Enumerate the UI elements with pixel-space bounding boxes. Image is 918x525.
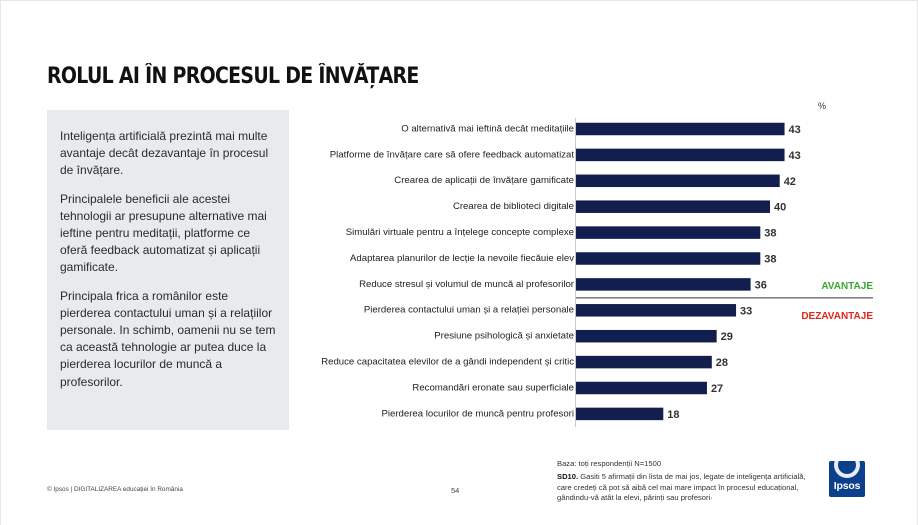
data-value-label: 38 <box>764 228 776 240</box>
group-label-disadvantages: DEZAVANTAJE <box>801 311 873 322</box>
data-bar <box>576 355 712 369</box>
group-label-advantages: AVANTAJE <box>821 281 873 292</box>
summary-paragraph-2: Principalele beneficii ale acestei tehno… <box>60 191 267 275</box>
data-bar <box>576 200 770 213</box>
slide-border-top <box>0 0 918 1</box>
data-value-label: 43 <box>789 124 801 136</box>
category-label: Crearea de biblioteci digitale <box>453 201 574 212</box>
data-value-label: 33 <box>740 305 752 317</box>
data-value-label: 43 <box>789 150 801 162</box>
data-bar <box>576 304 737 317</box>
data-bar <box>576 252 761 265</box>
page-number: 54 <box>451 486 460 495</box>
footer-copyright: © Ipsos | DIGITALIZAREA educației în Rom… <box>47 486 183 493</box>
data-bar <box>576 122 785 136</box>
slide-border-left <box>0 0 1 525</box>
data-bar <box>576 148 785 162</box>
data-bar <box>576 174 780 188</box>
category-label: Adaptarea planurilor de lecție la nevoil… <box>350 253 574 264</box>
summary-box: Inteligența artificială prezintă mai mul… <box>47 110 289 430</box>
summary-paragraph-1: Inteligența artificială prezintă mai mul… <box>60 129 269 178</box>
category-label: O alternativă mai ieftină decât meditați… <box>401 123 574 134</box>
question-code: SD10. <box>557 472 579 481</box>
base-note: Baza: toți respondenții N=1500 <box>557 459 662 468</box>
category-label: Recomandări eronate sau superficiale <box>412 382 574 393</box>
ipsos-logo-text: Ipsos <box>833 480 861 492</box>
data-value-label: 36 <box>755 279 767 291</box>
category-label: Reduce capacitatea elevilor de a gândi i… <box>321 357 574 368</box>
data-value-label: 28 <box>716 357 728 369</box>
category-label: Reduce stresul și volumul de muncă al pr… <box>359 279 575 290</box>
data-bar <box>576 226 761 239</box>
ipsos-logo-icon <box>834 461 860 478</box>
data-value-label: 29 <box>721 331 733 343</box>
data-value-label: 18 <box>667 409 679 421</box>
data-bar <box>576 381 707 395</box>
summary-paragraph-3: Principala frica a românilor este pierde… <box>60 288 276 389</box>
data-bar <box>576 278 751 291</box>
category-label: Simulări virtuale pentru a înțelege conc… <box>346 227 574 238</box>
chart-unit-label: % <box>818 101 826 111</box>
category-label: Pierderea contactului uman și a relației… <box>364 305 574 316</box>
data-bar <box>576 407 664 421</box>
category-label: Crearea de aplicații de învățare gamific… <box>394 175 574 186</box>
question-note: SD10. Gasiti 5 afirmații din lista de ma… <box>557 472 819 504</box>
data-bar <box>576 329 717 343</box>
page-title: ROLUL AI ÎN PROCESUL DE ÎNVĂȚARE <box>47 64 419 89</box>
data-value-label: 42 <box>784 176 796 188</box>
category-label: Platforme de învățare care să ofere feed… <box>330 149 575 160</box>
category-label: Presiune psihologică și anxietate <box>434 331 574 342</box>
ipsos-logo: Ipsos <box>829 461 865 497</box>
data-value-label: 40 <box>774 202 786 214</box>
data-value-label: 38 <box>764 254 776 266</box>
question-text: Gasiti 5 afirmații din lista de mai jos,… <box>557 472 806 503</box>
category-label: Pierderea locurilor de muncă pentru prof… <box>381 408 574 419</box>
data-value-label: 27 <box>711 383 723 395</box>
